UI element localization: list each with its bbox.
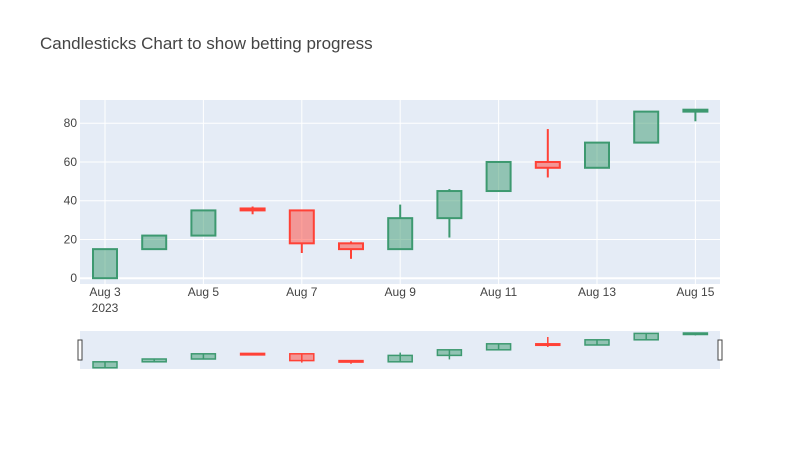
slider-candle: [633, 332, 659, 341]
candle-aug-5[interactable]: [190, 209, 217, 237]
candle-body: [338, 242, 364, 251]
slider-candle-body: [682, 332, 709, 336]
candle-aug-4[interactable]: [141, 234, 168, 251]
slider-candle: [387, 352, 413, 363]
y-tick-label: 0: [70, 271, 77, 285]
range-slider-left-handle[interactable]: [77, 339, 83, 361]
y-axis-ticks: 0 20 40 60 80: [64, 116, 78, 285]
slider-candle: [190, 353, 217, 360]
candles[interactable]: [92, 108, 709, 280]
candle-body: [534, 160, 561, 169]
x-axis-year-label: 2023: [92, 301, 119, 315]
slider-candle-body: [387, 354, 413, 363]
range-slider-background[interactable]: [80, 331, 720, 369]
x-tick-label: Aug 13: [578, 285, 616, 299]
candle-aug-10[interactable]: [436, 189, 463, 238]
x-tick-label: Aug 15: [676, 285, 714, 299]
candle-body: [485, 160, 512, 193]
slider-candle: [485, 343, 512, 351]
y-tick-label: 80: [64, 116, 78, 130]
candle-body: [239, 207, 266, 212]
slider-candle: [338, 359, 364, 364]
slider-candle-body: [584, 339, 610, 346]
slider-candle-body: [141, 358, 167, 363]
slider-candle-body: [338, 359, 364, 363]
x-tick-label: Aug 9: [385, 285, 417, 299]
candle-body: [436, 190, 463, 220]
slider-candle-body: [239, 352, 266, 356]
slider-candle-body: [436, 349, 463, 357]
candle-body: [288, 209, 315, 245]
y-tick-label: 60: [64, 155, 78, 169]
slider-candle: [682, 332, 709, 336]
range-slider-candles: [92, 332, 709, 369]
candle-aug-9[interactable]: [387, 204, 414, 251]
candle-body: [387, 217, 414, 251]
slider-candle-body: [190, 353, 217, 360]
slider-candle-body: [633, 332, 659, 341]
slider-candle-body: [535, 343, 561, 347]
slider-candle: [584, 339, 610, 346]
slider-candle-body: [289, 353, 315, 362]
x-axis-ticks: Aug 3 Aug 5 Aug 7 Aug 9 Aug 11 Aug 13 Aug 15 20…: [89, 285, 714, 315]
candle-aug-12[interactable]: [534, 129, 561, 178]
x-tick-label: Aug 5: [188, 285, 220, 299]
candle-aug-6[interactable]: [239, 206, 266, 215]
candle-body: [141, 234, 168, 251]
slider-candle: [239, 352, 266, 356]
candle-aug-14[interactable]: [633, 110, 660, 144]
slider-candle-body: [92, 361, 118, 369]
candle-aug-11[interactable]: [485, 160, 512, 193]
x-tick-label: Aug 3: [89, 285, 121, 299]
slider-candle: [436, 349, 463, 360]
x-tick-label: Aug 7: [286, 285, 318, 299]
candle-aug-8[interactable]: [338, 241, 364, 259]
slider-candle: [289, 353, 315, 363]
candle-aug-15[interactable]: [682, 108, 709, 122]
slider-candle: [535, 337, 561, 347]
candle-body: [633, 110, 660, 144]
x-tick-label: Aug 11: [480, 285, 517, 299]
slider-candle: [92, 361, 118, 369]
candle-body: [190, 209, 217, 237]
candle-body: [92, 248, 118, 280]
candle-aug-13[interactable]: [584, 141, 610, 169]
candle-aug-7[interactable]: [288, 209, 315, 254]
chart-title: Candlesticks Chart to show betting progr…: [40, 34, 373, 53]
slider-candle-body: [485, 343, 512, 351]
slider-candle: [141, 358, 167, 363]
candle-body: [584, 141, 610, 169]
range-slider-right-handle[interactable]: [717, 339, 723, 361]
candle-aug-3[interactable]: [92, 248, 118, 280]
candle-body: [682, 108, 709, 113]
y-tick-label: 20: [64, 232, 78, 246]
y-tick-label: 40: [64, 194, 78, 208]
